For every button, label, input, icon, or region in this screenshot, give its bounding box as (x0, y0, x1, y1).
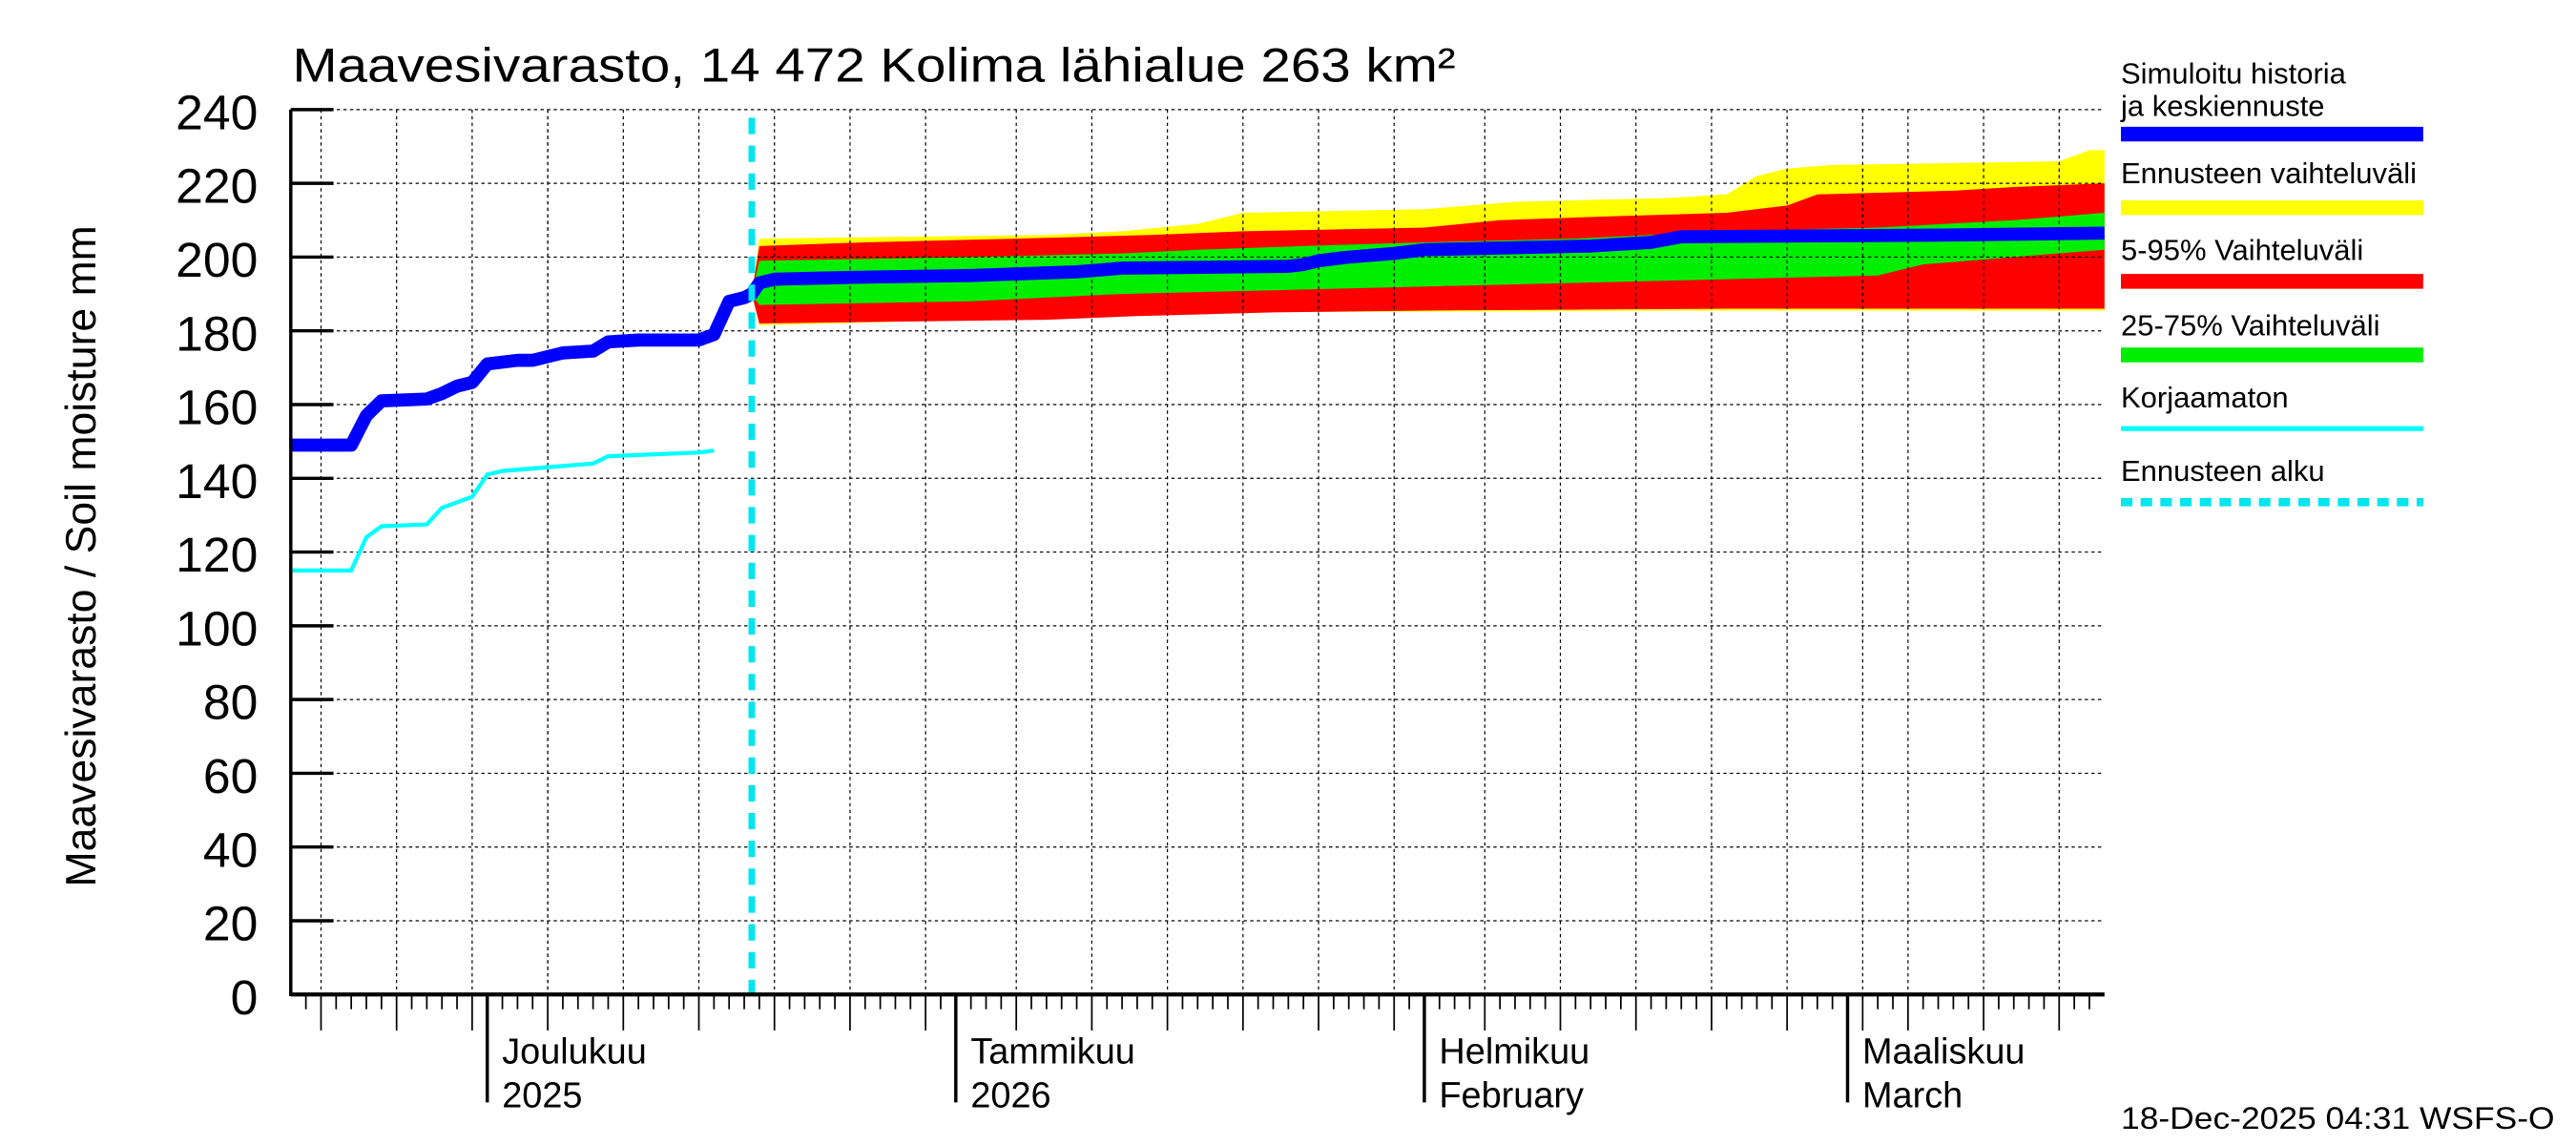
simulated-line (290, 226, 2105, 452)
uncorrected-line (290, 448, 715, 573)
legend-label: Ennusteen alku (2121, 454, 2325, 488)
month-sublabel: 2025 (502, 1076, 582, 1116)
legend-label: 25-75% Vaihteluväli (2121, 308, 2379, 342)
legend-label: Ennusteen vaihteluväli (2121, 156, 2417, 190)
month-sublabel: March (1862, 1076, 1963, 1116)
y-axis-label: Maavesivarasto / Soil moisture mm (58, 225, 105, 886)
y-tick-label: 0 (231, 969, 259, 1025)
legend-label: Korjaamaton (2121, 381, 2289, 414)
series-lines (290, 117, 2105, 995)
y-tick-label: 240 (176, 85, 258, 140)
y-tick-label: 200 (176, 232, 258, 287)
month-label: Helmikuu (1439, 1031, 1589, 1072)
y-tick-label: 180 (176, 305, 258, 361)
month-label: Maaliskuu (1862, 1031, 2025, 1072)
month-label: Tammikuu (970, 1031, 1135, 1072)
legend-label: Simuloitu historia (2121, 56, 2347, 90)
y-tick-label: 120 (176, 527, 258, 582)
month-sublabel: February (1439, 1076, 1584, 1116)
y-tick-label: 100 (176, 601, 258, 656)
y-tick-label: 220 (176, 158, 258, 214)
month-label: Joulukuu (502, 1031, 647, 1072)
timestamp: 18-Dec-2025 04:31 WSFS-O (2121, 1100, 2555, 1135)
y-tick-label: 40 (203, 822, 258, 877)
legend-label: 5-95% Vaihteluväli (2121, 234, 2363, 267)
y-tick-label: 20 (203, 896, 258, 951)
month-sublabel: 2026 (970, 1076, 1050, 1116)
axes: 0 20 40 60 80 100 120 140 160 180 200 220 240 Jouluku… (176, 85, 2105, 1116)
y-tick-label: 140 (176, 453, 258, 509)
chart-title: Maavesivarasto, 14 472 Kolima lähialue 2… (293, 39, 1456, 93)
y-tick-label: 160 (176, 380, 258, 435)
legend-label: ja keskiennuste (2120, 90, 2325, 123)
y-tick-label: 60 (203, 748, 258, 803)
y-tick-label: 80 (203, 675, 258, 730)
grid (290, 109, 2105, 995)
